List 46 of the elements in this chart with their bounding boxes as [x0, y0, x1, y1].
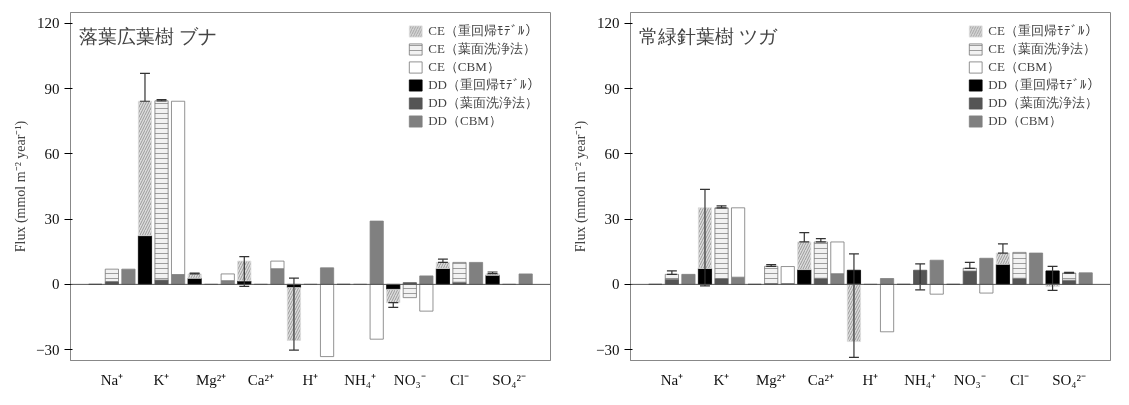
- x-tick-label: K⁺: [713, 371, 730, 388]
- x-tick-label: Mg²⁺: [756, 371, 787, 388]
- y-tick-label: 60: [604, 145, 620, 162]
- x-tick-label: SO₄²⁻: [1052, 371, 1087, 388]
- y-tick-label: 90: [604, 80, 620, 97]
- legend-label: CE（重回帰ﾓﾃﾞﾙ）: [988, 22, 1098, 40]
- legend-label: CE（葉面洗浄法）: [988, 40, 1096, 58]
- x-tick-label: H⁺: [862, 371, 879, 388]
- y-axis-title: Flux (mmol m⁻² year⁻¹): [13, 120, 30, 253]
- y-tick-label: 30: [44, 211, 60, 228]
- legend-label: DD（重回帰ﾓﾃﾞﾙ）: [428, 76, 540, 94]
- y-tick-label: 120: [37, 15, 60, 32]
- x-tick-label: NO₃⁻: [393, 371, 426, 388]
- x-tick-label: Mg²⁺: [196, 371, 227, 388]
- y-tick-label: 30: [604, 211, 620, 228]
- x-tick-label: Na⁺: [660, 371, 684, 388]
- y-tick-label: 0: [52, 276, 60, 293]
- x-tick-label: Na⁺: [100, 371, 124, 388]
- y-tick-label: −30: [596, 341, 620, 358]
- legend-label: DD（葉面洗浄法）: [988, 94, 1098, 112]
- legend-label: CE（CBM）: [428, 58, 500, 76]
- x-tick-label: NH₄⁺: [344, 371, 377, 388]
- y-tick-label: 0: [612, 276, 620, 293]
- legend-label: CE（葉面洗浄法）: [428, 40, 536, 58]
- x-tick-label: Ca²⁺: [247, 371, 274, 388]
- legend-label: DD（重回帰ﾓﾃﾞﾙ）: [988, 76, 1100, 94]
- text: 落葉広葉樹 ブナ: [78, 25, 217, 47]
- x-tick-label: K⁺: [153, 371, 170, 388]
- x-tick-label: Ca²⁺: [807, 371, 834, 388]
- x-tick-label: NH₄⁺: [904, 371, 937, 388]
- legend-label: DD（CBM）: [988, 112, 1062, 130]
- x-tick-label: Cl⁻: [1009, 371, 1030, 388]
- text: 常緑針葉樹 ツガ: [638, 25, 778, 47]
- y-axis-title: Flux (mmol m⁻² year⁻¹): [573, 120, 590, 253]
- y-tick-label: 90: [44, 80, 60, 97]
- y-tick-label: 120: [597, 15, 620, 32]
- x-tick-label: SO₄²⁻: [492, 371, 527, 388]
- y-tick-label: −30: [36, 341, 60, 358]
- legend-label: DD（CBM）: [428, 112, 502, 130]
- x-tick-label: Cl⁻: [449, 371, 470, 388]
- legend-label: CE（CBM）: [988, 58, 1060, 76]
- legend-label: CE（重回帰ﾓﾃﾞﾙ）: [428, 22, 538, 40]
- x-tick-label: H⁺: [302, 371, 319, 388]
- x-tick-label: NO₃⁻: [953, 371, 986, 388]
- legend-label: DD（葉面洗浄法）: [428, 94, 538, 112]
- y-tick-label: 60: [44, 145, 60, 162]
